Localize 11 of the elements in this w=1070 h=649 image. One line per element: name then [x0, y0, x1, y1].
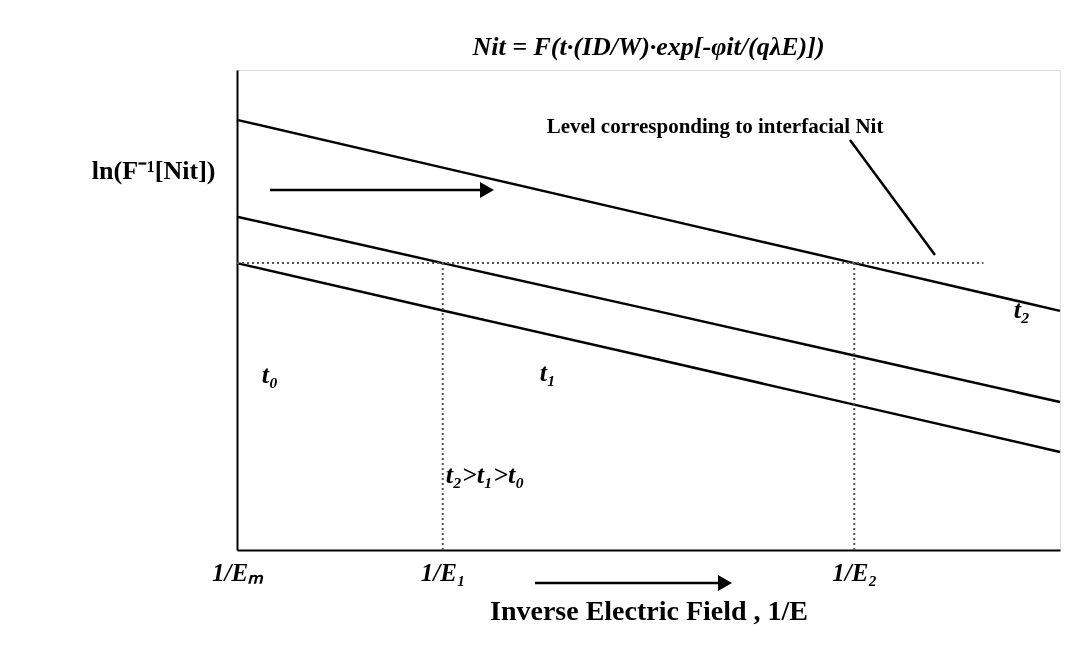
annotation: t₀: [261, 360, 279, 389]
x-tick-label: 1/E₂: [832, 558, 878, 586]
x-tick-label: 1/E₁: [420, 558, 466, 586]
annotation: t₂: [1013, 295, 1031, 324]
annotation: t₁: [539, 358, 557, 387]
x-axis-title: Inverse Electric Field , 1/E: [489, 594, 809, 626]
y-axis-title: ln(F⁻¹[Nit]): [91, 155, 216, 185]
ref-line-label: Level corresponding to interfacial Nit: [546, 114, 884, 138]
chart-title: Nit = F(t·(ID/W)·exp[-φit/(qλE)]): [471, 32, 825, 61]
annotation: t₂>t₁>t₀: [445, 460, 525, 489]
x-tick-label: 1/Eₘ: [211, 558, 265, 586]
